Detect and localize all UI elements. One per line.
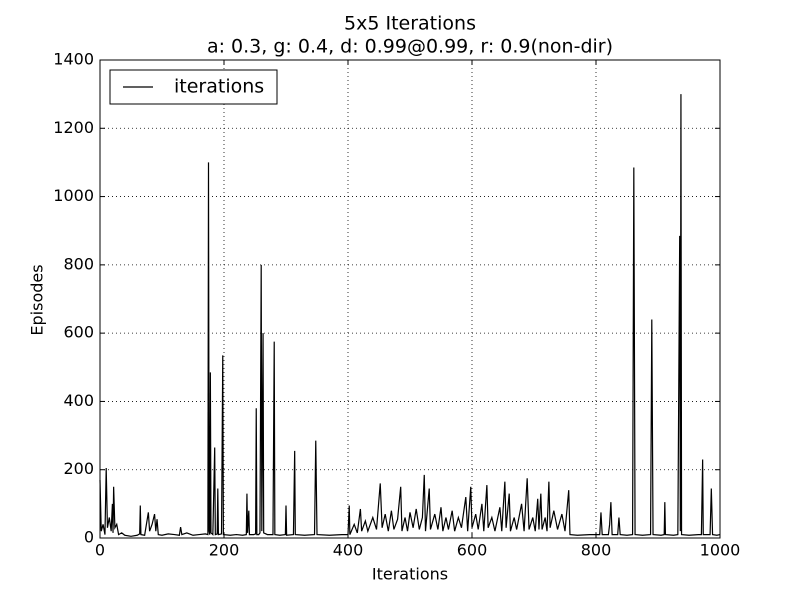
y-tick-label: 1200	[53, 118, 94, 137]
x-tick-label: 600	[457, 541, 488, 560]
y-tick-label: 1000	[53, 186, 94, 205]
chart-subtitle: a: 0.3, g: 0.4, d: 0.99@0.99, r: 0.9(non…	[207, 36, 613, 58]
y-tick-label: 800	[63, 254, 94, 273]
y-tick-label: 600	[63, 323, 94, 342]
y-tick-label: 200	[63, 459, 94, 478]
x-tick-label: 0	[95, 541, 105, 560]
x-tick-label: 1000	[700, 541, 741, 560]
data-line	[99, 94, 721, 537]
plot-frame	[99, 59, 721, 539]
x-tick-label: 200	[209, 541, 240, 560]
y-tick-label: 400	[63, 391, 94, 410]
chart-title: 5x5 Iterations	[344, 13, 476, 35]
legend-label: iterations	[174, 76, 264, 98]
x-tick-label: 400	[333, 541, 364, 560]
y-tick-label: 1400	[53, 50, 94, 69]
y-tick-label: 0	[84, 528, 94, 547]
y-axis-label: Episodes	[28, 264, 47, 335]
x-tick-label: 800	[581, 541, 612, 560]
x-axis-label: Iterations	[372, 565, 448, 584]
